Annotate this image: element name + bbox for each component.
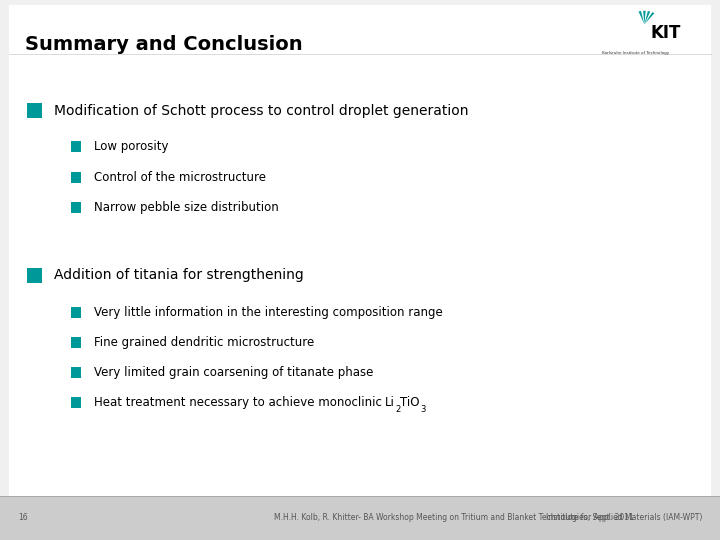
Text: Karlsruhe Institute of Technology: Karlsruhe Institute of Technology — [603, 51, 670, 55]
FancyBboxPatch shape — [71, 172, 81, 183]
FancyBboxPatch shape — [71, 397, 81, 408]
Wedge shape — [644, 12, 654, 24]
Text: Low porosity: Low porosity — [94, 140, 168, 153]
Text: 2: 2 — [395, 406, 400, 414]
Text: 16: 16 — [18, 514, 27, 522]
Text: Heat treatment necessary to achieve monoclinic: Heat treatment necessary to achieve mono… — [94, 396, 385, 409]
Text: 2: 2 — [395, 399, 400, 407]
Text: Heat treatment necessary to achieve monoclinic: Heat treatment necessary to achieve mono… — [94, 396, 385, 409]
Text: Fine grained dendritic microstructure: Fine grained dendritic microstructure — [94, 336, 314, 349]
Text: Li: Li — [385, 396, 395, 409]
Text: Very limited grain coarsening of titanate phase: Very limited grain coarsening of titanat… — [94, 366, 373, 379]
FancyBboxPatch shape — [0, 496, 720, 540]
FancyBboxPatch shape — [71, 337, 81, 348]
Text: M.H.H. Kolb, R. Khitter- BA Workshop Meeting on Tritium and Blanket Technologies: M.H.H. Kolb, R. Khitter- BA Workshop Mee… — [274, 514, 634, 522]
Text: Summary and Conclusion: Summary and Conclusion — [25, 35, 303, 54]
Text: TiO: TiO — [400, 396, 420, 409]
FancyBboxPatch shape — [71, 141, 81, 152]
Text: Modification of Schott process to control droplet generation: Modification of Schott process to contro… — [54, 104, 469, 118]
FancyBboxPatch shape — [27, 268, 42, 283]
FancyBboxPatch shape — [27, 103, 42, 118]
Wedge shape — [644, 11, 650, 24]
Wedge shape — [643, 11, 646, 24]
FancyBboxPatch shape — [9, 5, 711, 500]
FancyBboxPatch shape — [71, 367, 81, 378]
Text: Control of the microstructure: Control of the microstructure — [94, 171, 266, 184]
Text: Narrow pebble size distribution: Narrow pebble size distribution — [94, 201, 279, 214]
FancyBboxPatch shape — [71, 307, 81, 318]
Text: Very little information in the interesting composition range: Very little information in the interesti… — [94, 306, 442, 319]
Wedge shape — [639, 11, 644, 24]
Text: TiO: TiO — [400, 396, 420, 409]
Text: Addition of titania for strengthening: Addition of titania for strengthening — [54, 268, 304, 282]
Text: Institute for Applied Materials (IAM-WPT): Institute for Applied Materials (IAM-WPT… — [546, 514, 702, 522]
Text: Li: Li — [385, 396, 395, 409]
Text: KIT: KIT — [650, 24, 680, 42]
FancyBboxPatch shape — [71, 202, 81, 213]
Text: 3: 3 — [420, 406, 426, 414]
